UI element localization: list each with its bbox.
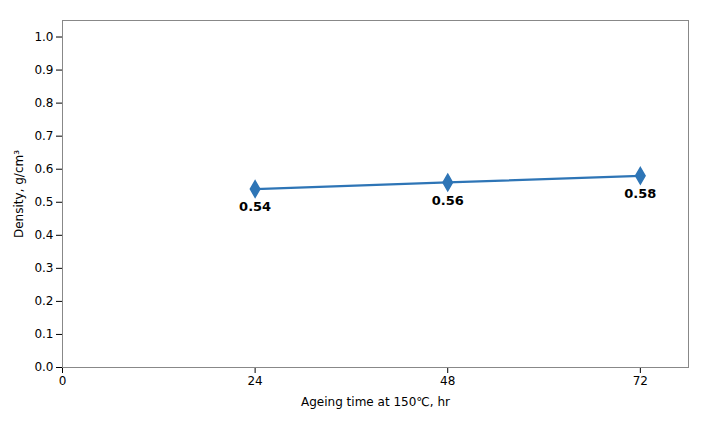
svg-text:0.4: 0.4: [34, 228, 53, 242]
svg-text:48: 48: [440, 374, 455, 388]
svg-text:0.2: 0.2: [34, 294, 53, 308]
svg-text:0.8: 0.8: [34, 96, 53, 110]
svg-text:0.6: 0.6: [34, 162, 53, 176]
svg-text:0.9: 0.9: [34, 63, 53, 77]
svg-text:0.0: 0.0: [34, 360, 53, 374]
svg-text:0.54: 0.54: [239, 199, 271, 214]
svg-text:0: 0: [59, 374, 67, 388]
svg-text:0.58: 0.58: [624, 186, 656, 201]
svg-text:0.5: 0.5: [34, 195, 53, 209]
svg-text:0.1: 0.1: [34, 327, 53, 341]
svg-text:72: 72: [633, 374, 648, 388]
svg-text:1.0: 1.0: [34, 30, 53, 44]
svg-text:0.3: 0.3: [34, 261, 53, 275]
svg-text:24: 24: [247, 374, 262, 388]
svg-text:0.7: 0.7: [34, 129, 53, 143]
svg-text:0.56: 0.56: [432, 193, 464, 208]
svg-text:Ageing time at 150℃, hr: Ageing time at 150℃, hr: [301, 395, 450, 409]
svg-text:Density, g/cm³: Density, g/cm³: [12, 150, 26, 238]
